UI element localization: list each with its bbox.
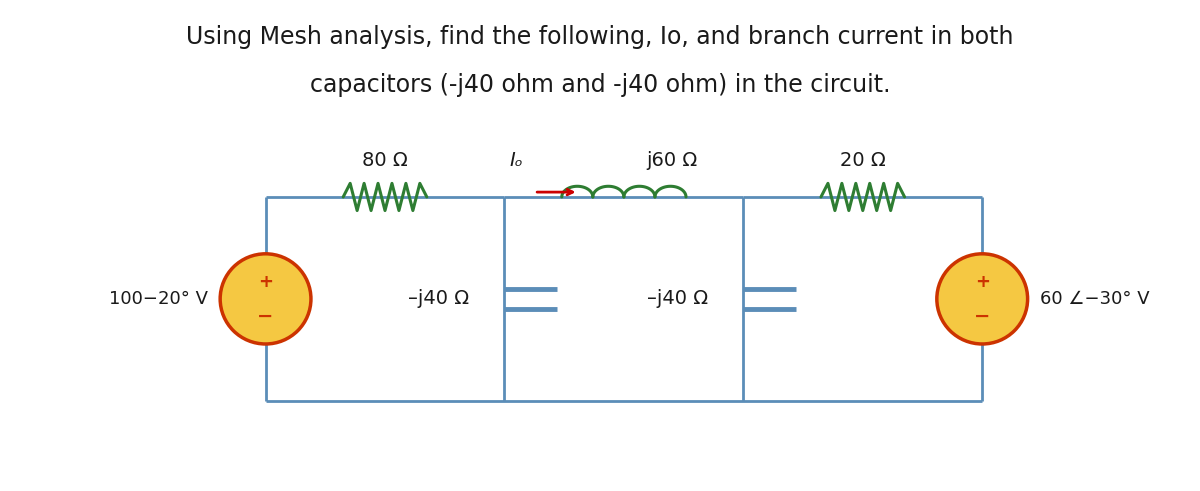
Text: 60 ∠−30° V: 60 ∠−30° V xyxy=(1039,290,1150,308)
Text: +: + xyxy=(974,273,990,291)
Ellipse shape xyxy=(220,254,311,344)
Text: Using Mesh analysis, find the following, Io, and branch current in both: Using Mesh analysis, find the following,… xyxy=(186,25,1014,49)
Text: −: − xyxy=(974,306,990,326)
Ellipse shape xyxy=(937,254,1027,344)
Text: −: − xyxy=(257,306,274,326)
Text: +: + xyxy=(258,273,274,291)
Text: 20 Ω: 20 Ω xyxy=(840,151,886,170)
Text: j60 Ω: j60 Ω xyxy=(646,151,697,170)
Text: –j40 Ω: –j40 Ω xyxy=(647,289,708,308)
Text: 80 Ω: 80 Ω xyxy=(362,151,408,170)
Text: capacitors (-j40 ohm and -j40 ohm) in the circuit.: capacitors (-j40 ohm and -j40 ohm) in th… xyxy=(310,73,890,97)
Text: 100−20° V: 100−20° V xyxy=(109,290,209,308)
Text: Iₒ: Iₒ xyxy=(510,151,523,170)
Text: –j40 Ω: –j40 Ω xyxy=(408,289,469,308)
